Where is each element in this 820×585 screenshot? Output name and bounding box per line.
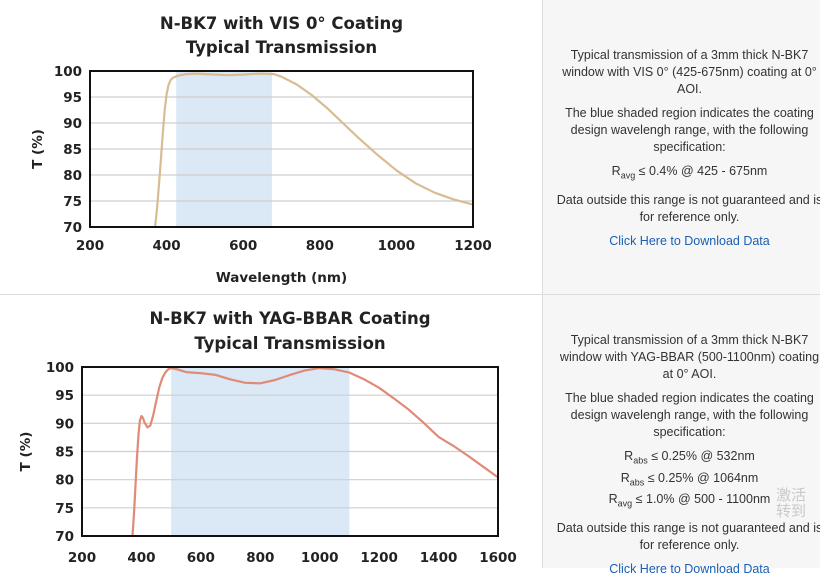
y-tick-label: 75 — [55, 501, 74, 517]
y-tick-label: 90 — [55, 416, 74, 432]
description-panel-vis: Typical transmission of a 3mm thick N-BK… — [542, 0, 820, 294]
disclaimer-text: Data outside this range is not guarantee… — [556, 192, 820, 224]
x-tick-label: 1200 — [360, 550, 398, 566]
disclaimer-text: Data outside this range is not guarantee… — [556, 520, 820, 552]
x-tick-label: 800 — [306, 238, 334, 254]
x-tick-label: 1000 — [301, 550, 339, 566]
download-data-link[interactable]: Click Here to Download Data — [609, 233, 770, 248]
x-axis-label: Wavelength (nm) — [216, 270, 347, 286]
description-text: Typical transmission of a 3mm thick N-BK… — [562, 48, 817, 96]
x-tick-label: 200 — [76, 238, 104, 254]
x-tick-label: 800 — [246, 550, 274, 566]
y-tick-label: 95 — [63, 90, 82, 106]
x-tick-label: 1400 — [420, 550, 458, 566]
x-tick-label: 400 — [153, 238, 181, 254]
y-tick-label: 80 — [55, 473, 74, 489]
transmission-series-line — [131, 367, 499, 537]
x-tick-label: 1200 — [454, 238, 492, 254]
spec-list: Rabs ≤ 0.25% @ 532nm Rabs ≤ 0.25% @ 1064… — [555, 448, 820, 513]
y-tick-label: 70 — [63, 220, 82, 236]
y-tick-label: 85 — [55, 445, 74, 461]
y-tick-label: 90 — [63, 116, 82, 132]
y-tick-label: 100 — [46, 360, 74, 376]
x-tick-label: 1000 — [378, 238, 416, 254]
spec-list: Ravg ≤ 0.4% @ 425 - 675nm — [555, 163, 820, 185]
y-tick-label: 70 — [55, 529, 74, 545]
x-tick-label: 400 — [127, 550, 155, 566]
x-tick-label: 600 — [229, 238, 257, 254]
transmission-series-line — [154, 72, 474, 228]
watermark-line: 转到 — [776, 503, 807, 520]
download-data-link[interactable]: Click Here to Download Data — [609, 561, 770, 576]
y-tick-label: 95 — [55, 388, 74, 404]
chart-row-yag: N-BK7 with YAG-BBAR Coating Typical Trans… — [0, 294, 820, 576]
plot-frame — [81, 366, 499, 537]
shaded-region-note: The blue shaded region indicates the coa… — [565, 106, 814, 154]
x-tick-label: 200 — [68, 550, 96, 566]
description-panel-yag: Typical transmission of a 3mm thick N-BK… — [542, 295, 820, 576]
y-axis-label: T (%) — [18, 432, 34, 472]
y-tick-label: 80 — [63, 168, 82, 184]
chart-title: N-BK7 with YAG-BBAR Coating — [149, 309, 430, 328]
x-tick-label: 1600 — [479, 550, 517, 566]
chart-yag-bbar-coating: N-BK7 with YAG-BBAR Coating Typical Trans… — [18, 309, 517, 566]
shaded-region-note: The blue shaded region indicates the coa… — [565, 391, 814, 439]
activation-watermark: 激活 转到 — [776, 488, 820, 520]
chart-subtitle: Typical Transmission — [186, 38, 377, 57]
spec-line: Rabs ≤ 0.25% @ 1064nm — [620, 470, 759, 488]
spec-line: Ravg ≤ 0.4% @ 425 - 675nm — [611, 164, 768, 181]
y-tick-label: 75 — [63, 194, 82, 210]
chart-subtitle: Typical Transmission — [194, 334, 385, 353]
y-tick-label: 100 — [54, 64, 82, 80]
chart-cell-vis: N-BK7 with VIS 0° Coating Typical Transmi… — [0, 0, 542, 294]
chart-row-vis: N-BK7 with VIS 0° Coating Typical Transmi… — [0, 0, 820, 294]
x-tick-label: 600 — [187, 550, 215, 566]
plot-frame — [89, 70, 474, 228]
y-tick-label: 85 — [63, 142, 82, 158]
description-text: Typical transmission of a 3mm thick N-BK… — [559, 333, 820, 381]
chart-cell-yag: N-BK7 with YAG-BBAR Coating Typical Trans… — [0, 295, 542, 568]
spec-line: Ravg ≤ 1.0% @ 500 - 1100nm — [608, 492, 771, 509]
y-axis-label: T (%) — [30, 129, 46, 169]
spec-line: Rabs ≤ 0.25% @ 532nm — [624, 449, 755, 466]
watermark-line: 激活 — [776, 487, 807, 504]
chart-vis-coating: N-BK7 with VIS 0° Coating Typical Transmi… — [30, 14, 492, 286]
chart-title: N-BK7 with VIS 0° Coating — [160, 14, 403, 33]
